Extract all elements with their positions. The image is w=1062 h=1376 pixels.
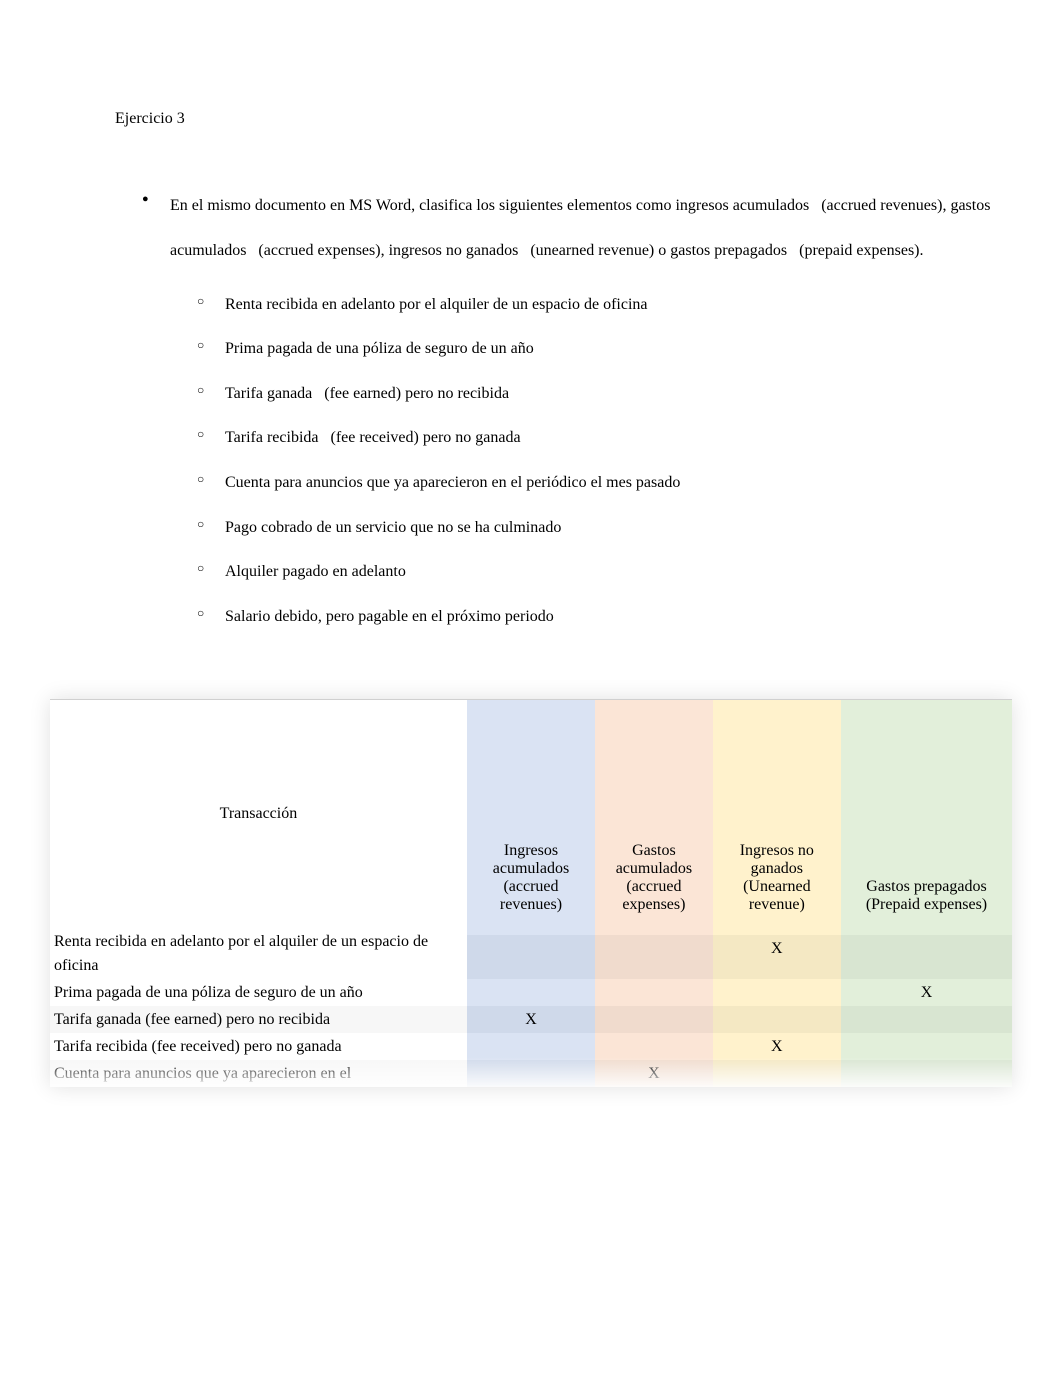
cell-mark [467, 1033, 595, 1060]
cell-mark [713, 979, 841, 1006]
col-header-prepaid-expenses: Gastos prepagados (Prepaid expenses) [841, 700, 1012, 928]
cell-transaction: Tarifa ganada (fee earned) pero no recib… [50, 1006, 467, 1033]
instruction-section: En el mismo documento en MS Word, clasif… [60, 184, 1002, 629]
cell-mark [841, 1006, 1012, 1033]
cell-transaction: Renta recibida en adelanto por el alquil… [50, 928, 467, 978]
col-header-transaction: Transacción [50, 700, 467, 928]
list-item: Cuenta para anuncios que ya aparecieron … [225, 470, 1002, 496]
col-header-accrued-expenses: Gastos acumulados (accrued expenses) [595, 700, 713, 928]
cell-transaction: Prima pagada de una póliza de seguro de … [50, 979, 467, 1006]
list-item: Alquiler pagado en adelanto [225, 559, 1002, 585]
classification-table: Transacción Ingresos acumulados (accrued… [50, 700, 1012, 1087]
cell-mark [841, 935, 1012, 979]
col-header-unearned-revenue: Ingresos no ganados (Unearned revenue) [713, 700, 841, 928]
item-list: Renta recibida en adelanto por el alquil… [170, 292, 1002, 630]
list-item: Salario debido, pero pagable en el próxi… [225, 604, 1002, 630]
list-item: Tarifa ganada (fee earned) pero no recib… [225, 381, 1002, 407]
col-header-accrued-revenues: Ingresos acumulados (accrued revenues) [467, 700, 595, 928]
list-item: Prima pagada de una póliza de seguro de … [225, 336, 1002, 362]
list-item: Pago cobrado de un servicio que no se ha… [225, 515, 1002, 541]
cell-mark: X [713, 1033, 841, 1060]
cell-mark [595, 1033, 713, 1060]
cell-mark [595, 1006, 713, 1033]
table-row: Tarifa ganada (fee earned) pero no recib… [50, 1006, 1012, 1033]
cell-mark [467, 935, 595, 979]
cell-mark: X [841, 979, 1012, 1006]
table-header-row: Transacción Ingresos acumulados (accrued… [50, 700, 1012, 928]
cell-mark: X [467, 1006, 595, 1033]
exercise-title: Ejercicio 3 [60, 110, 1002, 128]
list-item: Renta recibida en adelanto por el alquil… [225, 292, 1002, 318]
cell-transaction: Cuenta para anuncios que ya aparecieron … [50, 1060, 467, 1087]
table-row: Tarifa recibida (fee received) pero no g… [50, 1033, 1012, 1060]
cell-mark [467, 979, 595, 1006]
table-row: Prima pagada de una póliza de seguro de … [50, 979, 1012, 1006]
list-item: Tarifa recibida (fee received) pero no g… [225, 425, 1002, 451]
cell-mark [595, 979, 713, 1006]
cell-mark: X [713, 935, 841, 979]
cell-mark [713, 1006, 841, 1033]
instruction-text: En el mismo documento en MS Word, clasif… [170, 184, 1002, 274]
cell-mark [595, 935, 713, 979]
cell-transaction: Tarifa recibida (fee received) pero no g… [50, 1033, 467, 1060]
cell-mark [713, 1060, 841, 1087]
cell-mark [841, 1033, 1012, 1060]
cell-mark [841, 1060, 1012, 1087]
table-row: Cuenta para anuncios que ya aparecieron … [50, 1060, 1012, 1087]
cell-mark [467, 1060, 595, 1087]
cell-mark: X [595, 1060, 713, 1087]
classification-table-wrapper: Transacción Ingresos acumulados (accrued… [50, 699, 1012, 1087]
